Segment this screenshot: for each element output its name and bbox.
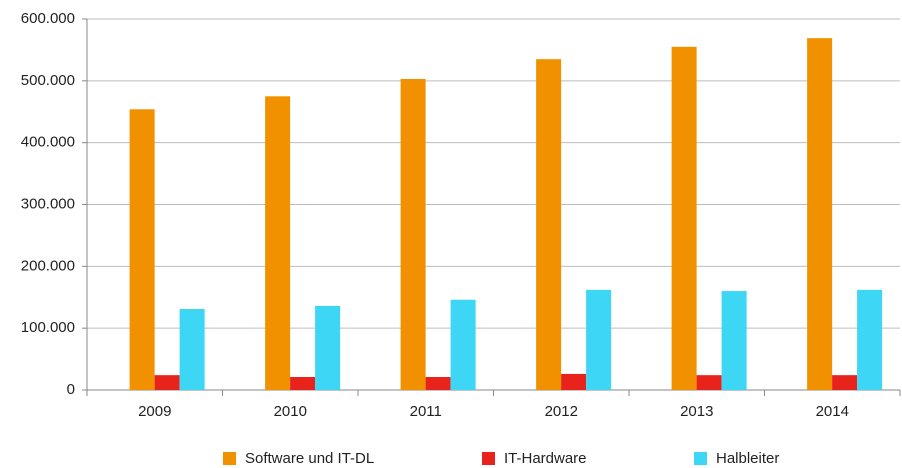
bar xyxy=(290,377,316,390)
legend-label: Halbleiter xyxy=(716,450,779,467)
bar xyxy=(265,96,291,391)
y-tick-label: 100.000 xyxy=(21,319,75,336)
bar xyxy=(671,46,697,390)
bar xyxy=(425,377,451,390)
legend-swatch xyxy=(223,452,236,465)
bar xyxy=(154,375,180,390)
bar xyxy=(561,373,587,390)
bar xyxy=(129,109,155,390)
bar xyxy=(179,308,205,390)
x-tick-label: 2013 xyxy=(680,403,713,420)
legend-swatch xyxy=(482,452,495,465)
y-tick-label: 500.000 xyxy=(21,72,75,89)
bar xyxy=(696,375,722,390)
bar xyxy=(450,299,476,390)
bar xyxy=(832,375,858,390)
y-tick-label: 600.000 xyxy=(21,10,75,27)
bar xyxy=(857,289,883,390)
bar xyxy=(586,289,612,390)
bar xyxy=(807,38,833,390)
y-tick-label: 400.000 xyxy=(21,134,75,151)
y-tick-label: 0 xyxy=(67,381,75,398)
bar xyxy=(315,305,341,390)
y-tick-label: 300.000 xyxy=(21,195,75,212)
x-tick-label: 2009 xyxy=(138,403,171,420)
legend-label: IT-Hardware xyxy=(504,450,587,467)
bar xyxy=(400,78,426,390)
x-tick-label: 2014 xyxy=(816,403,849,420)
bar xyxy=(536,59,562,391)
legend-label: Software und IT-DL xyxy=(245,450,374,467)
legend-swatch xyxy=(694,452,707,465)
x-tick-label: 2010 xyxy=(274,403,307,420)
y-tick-label: 200.000 xyxy=(21,257,75,274)
x-tick-label: 2012 xyxy=(545,403,578,420)
x-tick-label: 2011 xyxy=(410,403,442,420)
bar xyxy=(721,291,747,390)
